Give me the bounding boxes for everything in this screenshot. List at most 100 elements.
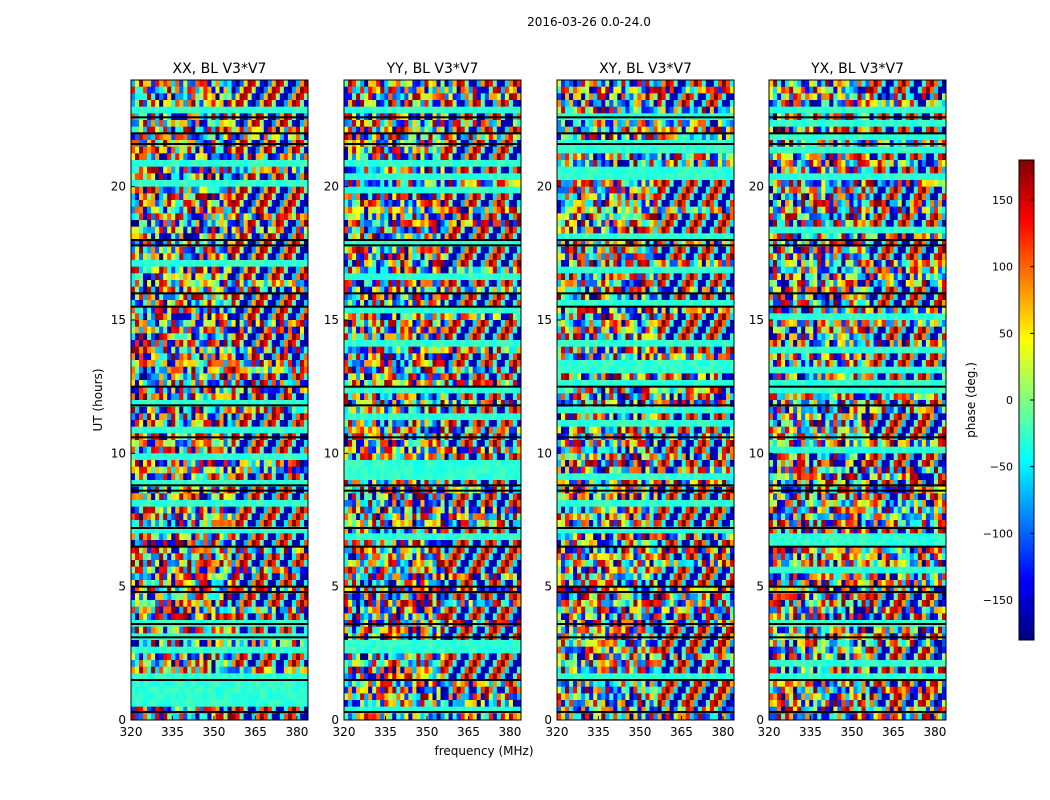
heatmap-cell [464,153,470,161]
heatmap-cell [183,86,188,94]
heatmap-cell [259,666,265,674]
heatmap-cell [151,673,156,681]
heatmap-cell [239,253,245,261]
heatmap-cell [139,313,144,321]
heatmap-cell [131,206,136,214]
heatmap-cell [239,333,245,341]
heatmap-cell [203,440,208,448]
heatmap-cell [135,700,140,708]
heatmap-cell [143,253,148,261]
heatmap-cell [207,600,212,608]
heatmap-cell [199,153,204,161]
heatmap-cell [223,80,228,88]
heatmap-cell [492,146,498,154]
heatmap-cell [243,626,249,634]
heatmap-cell [275,660,281,668]
heatmap-cell [231,533,236,541]
heatmap-cell [231,453,236,461]
heatmap-cell [167,286,172,294]
heatmap-cell [295,146,301,154]
heatmap-cell [135,346,140,354]
heatmap-cell [291,260,297,268]
heatmap-cell [364,173,369,181]
heatmap-cell [143,193,148,201]
heatmap-cell [480,106,486,114]
heatmap-cell [231,593,236,601]
heatmap-cell [163,186,168,194]
heatmap-cell [275,686,281,694]
heatmap-cell [271,386,277,394]
heatmap-cell [255,420,261,428]
heatmap-cell [287,366,293,374]
heatmap-cell [163,600,168,608]
heatmap-cell [295,540,301,548]
flagged-row [131,484,308,487]
heatmap-cell [131,260,136,268]
heatmap-cell [219,200,224,208]
heatmap-cell [199,86,204,94]
heatmap-cell [287,306,293,314]
heatmap-cell [135,546,140,554]
heatmap-cell [279,173,285,181]
heatmap-cell [151,626,156,634]
heatmap-cell [356,80,361,88]
heatmap-cell [211,240,216,248]
heatmap-cell [251,660,257,668]
heatmap-cell [183,460,188,468]
heatmap-cell [303,653,309,661]
heatmap-cell [303,293,309,301]
heatmap-cell [279,180,285,188]
heatmap-cell [175,186,180,194]
heatmap-cell [448,153,454,161]
heatmap-cell [299,393,305,401]
heatmap-cell [223,393,228,401]
heatmap-cell [235,313,241,321]
heatmap-cell [183,506,188,514]
heatmap-cell [259,126,265,134]
heatmap-cell [171,713,176,721]
heatmap-cell [295,600,301,608]
heatmap-cell [267,446,273,454]
heatmap-cell [143,413,148,421]
heatmap-cell [279,280,285,288]
heatmap-cell [512,86,518,94]
heatmap-cell [235,713,241,721]
heatmap-cell [191,646,196,654]
heatmap-cell [263,600,269,608]
heatmap-cell [203,400,208,408]
heatmap-cell [275,546,281,554]
heatmap-cell [348,80,353,88]
heatmap-cell [207,160,212,168]
heatmap-cell [227,160,232,168]
heatmap-cell [295,220,301,228]
heatmap-cell [167,606,172,614]
heatmap-cell [247,260,253,268]
heatmap-cell [151,646,156,654]
heatmap-cell [179,500,184,508]
heatmap-cell [223,680,228,688]
heatmap-cell [203,266,208,274]
heatmap-cell [191,160,196,168]
heatmap-cell [171,386,176,394]
heatmap-cell [255,320,261,328]
heatmap-cell [143,226,148,234]
heatmap-cell [147,580,152,588]
heatmap-cell [131,700,136,708]
heatmap-cell [291,400,297,408]
heatmap-cell [440,153,445,161]
heatmap-cell [211,253,216,261]
heatmap-cell [139,366,144,374]
heatmap-cell [380,186,385,194]
heatmap-cell [287,500,293,508]
heatmap-cell [183,646,188,654]
heatmap-cell [191,180,196,188]
heatmap-cell [195,366,200,374]
heatmap-cell [207,646,212,654]
heatmap-cell [295,260,301,268]
heatmap-cell [203,193,208,201]
heatmap-cell [267,666,273,674]
heatmap-cell [183,413,188,421]
heatmap-cell [279,306,285,314]
heatmap-cell [255,186,261,194]
